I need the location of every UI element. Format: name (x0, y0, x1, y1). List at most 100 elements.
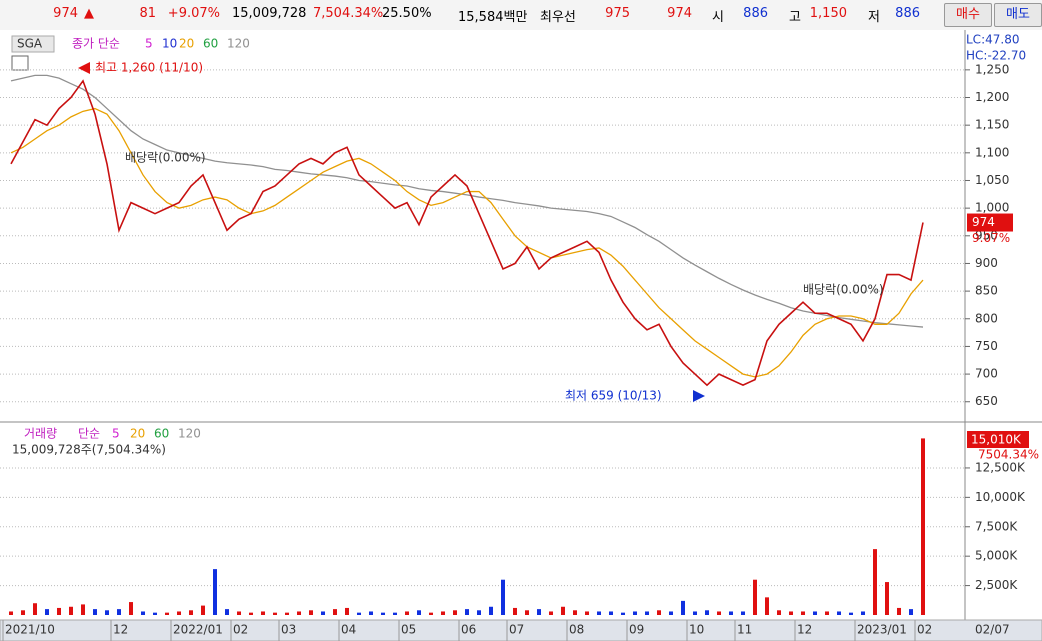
x-tick-label: 12 (797, 623, 812, 637)
x-tick-label: 08 (569, 623, 584, 637)
volume-bar (273, 612, 277, 615)
volume-bar (309, 610, 313, 615)
volume-bar (669, 611, 673, 615)
volume-bar (333, 609, 337, 615)
change: 81 (139, 6, 156, 21)
open-label: 시 (712, 10, 724, 25)
volume-tag (967, 431, 1029, 448)
x-tick-label: 09 (629, 623, 644, 637)
volume-bar (729, 611, 733, 615)
volume-bar (621, 612, 625, 615)
volume-bar (165, 612, 169, 615)
y-tick-label: 1,050 (975, 173, 1009, 187)
volume-bar (837, 611, 841, 615)
volume-pct: 7,504.34% (313, 6, 384, 21)
volume-legend: 거래량 (24, 427, 57, 441)
low-label: 저 (868, 10, 880, 25)
y-tick-label: 2,500K (975, 578, 1018, 592)
volume-bar (909, 609, 913, 615)
volume-bar (93, 609, 97, 615)
volume-bar (129, 602, 133, 615)
x-tick-label: 02 (233, 623, 248, 637)
low: 886 (895, 6, 920, 21)
ma-line (10, 107, 924, 378)
turnover: 25.50% (382, 6, 432, 21)
x-tick-label: 2022/01 (173, 623, 223, 637)
volume-bar (801, 611, 805, 615)
best-label: 최우선 (540, 10, 576, 25)
symbol: SGA (17, 37, 43, 51)
volume-bar (297, 611, 301, 615)
volume-bar (69, 606, 73, 615)
x-tick-label: 05 (401, 623, 416, 637)
volume-bar (141, 611, 145, 615)
price-line (10, 79, 924, 387)
arrow: ▲ (84, 6, 94, 21)
volume-bar (789, 611, 793, 615)
x-tick-label: 10 (689, 623, 704, 637)
legend-period: 20 (179, 37, 194, 51)
x-tick-label: 2021/10 (5, 623, 55, 637)
annotation: 배당락(0.00%) (125, 151, 206, 165)
volume-bar (381, 612, 385, 615)
volume-summary: 15,009,728주(7,504.34%) (12, 443, 166, 457)
y-tick-label: 7,500K (975, 519, 1018, 533)
volume-tag-pct: 7504.34% (978, 448, 1039, 462)
volume-bar (525, 610, 529, 615)
y-tick-label: 10,000K (975, 490, 1026, 504)
y-tick-label: 700 (975, 367, 998, 381)
legend-period: 60 (203, 37, 218, 51)
x-tick-label: 11 (737, 623, 752, 637)
x-tick-label: 02 (917, 623, 932, 637)
volume-bar (405, 611, 409, 615)
legend-label: 종가 단순 (72, 37, 120, 51)
chart-bg (0, 30, 1042, 641)
volume-bar (57, 607, 61, 615)
legend-period: 120 (227, 37, 250, 51)
volume-bar (45, 609, 49, 615)
volume-bar (213, 569, 217, 615)
quote-bar: 974 ▲ 81 +9.07% 15,009,728 7,504.34% 25.… (0, 0, 1042, 31)
volume-bar (501, 579, 505, 615)
high-label: 고 (789, 10, 801, 25)
volume-bar (261, 611, 265, 615)
volume: 15,009,728 (232, 6, 307, 21)
volume-bar (861, 611, 865, 615)
y-tick-label: 800 (975, 311, 998, 325)
volume-bar (681, 600, 685, 615)
price-tag-pct: 9.07% (972, 231, 1010, 245)
volume-bar (753, 579, 757, 615)
change-pct: +9.07% (167, 6, 220, 21)
x-tick-label: 07 (509, 623, 524, 637)
price-tag (967, 213, 1013, 232)
y-tick-label: 850 (975, 284, 998, 298)
volume-bar (657, 610, 661, 615)
volume-bar (345, 607, 349, 615)
high-arrow (78, 62, 90, 74)
sell-button[interactable]: 매도 (994, 3, 1042, 27)
volume-bar (885, 582, 889, 615)
volume-bar (873, 549, 877, 615)
annotation: 배당락(0.00%) (803, 283, 884, 297)
x-tick-label: 06 (461, 623, 476, 637)
volume-bar (153, 612, 157, 615)
ma-line (10, 74, 924, 328)
volume-bar (693, 611, 697, 615)
volume-bar (921, 438, 925, 615)
volume-bar (225, 609, 229, 615)
volume-bar (237, 611, 241, 615)
y-tick-label: 750 (975, 339, 998, 353)
volume-bar (201, 605, 205, 615)
volume-bar (477, 610, 481, 615)
lc-label: LC:47.80 (966, 33, 1019, 47)
grid-icon[interactable] (11, 55, 29, 71)
volume-bar (189, 610, 193, 615)
amount: 15,584백만 (458, 10, 528, 25)
volume-bar (33, 603, 37, 615)
buy-button[interactable]: 매수 (944, 3, 992, 27)
x-tick-label: 03 (281, 623, 296, 637)
volume-bar (897, 607, 901, 615)
legend-period: 10 (162, 37, 177, 51)
chart: 650 700 750 800 850 900 950 1,000 1,050 1,100 1,15… (0, 30, 1042, 641)
volume-bar (321, 611, 325, 615)
